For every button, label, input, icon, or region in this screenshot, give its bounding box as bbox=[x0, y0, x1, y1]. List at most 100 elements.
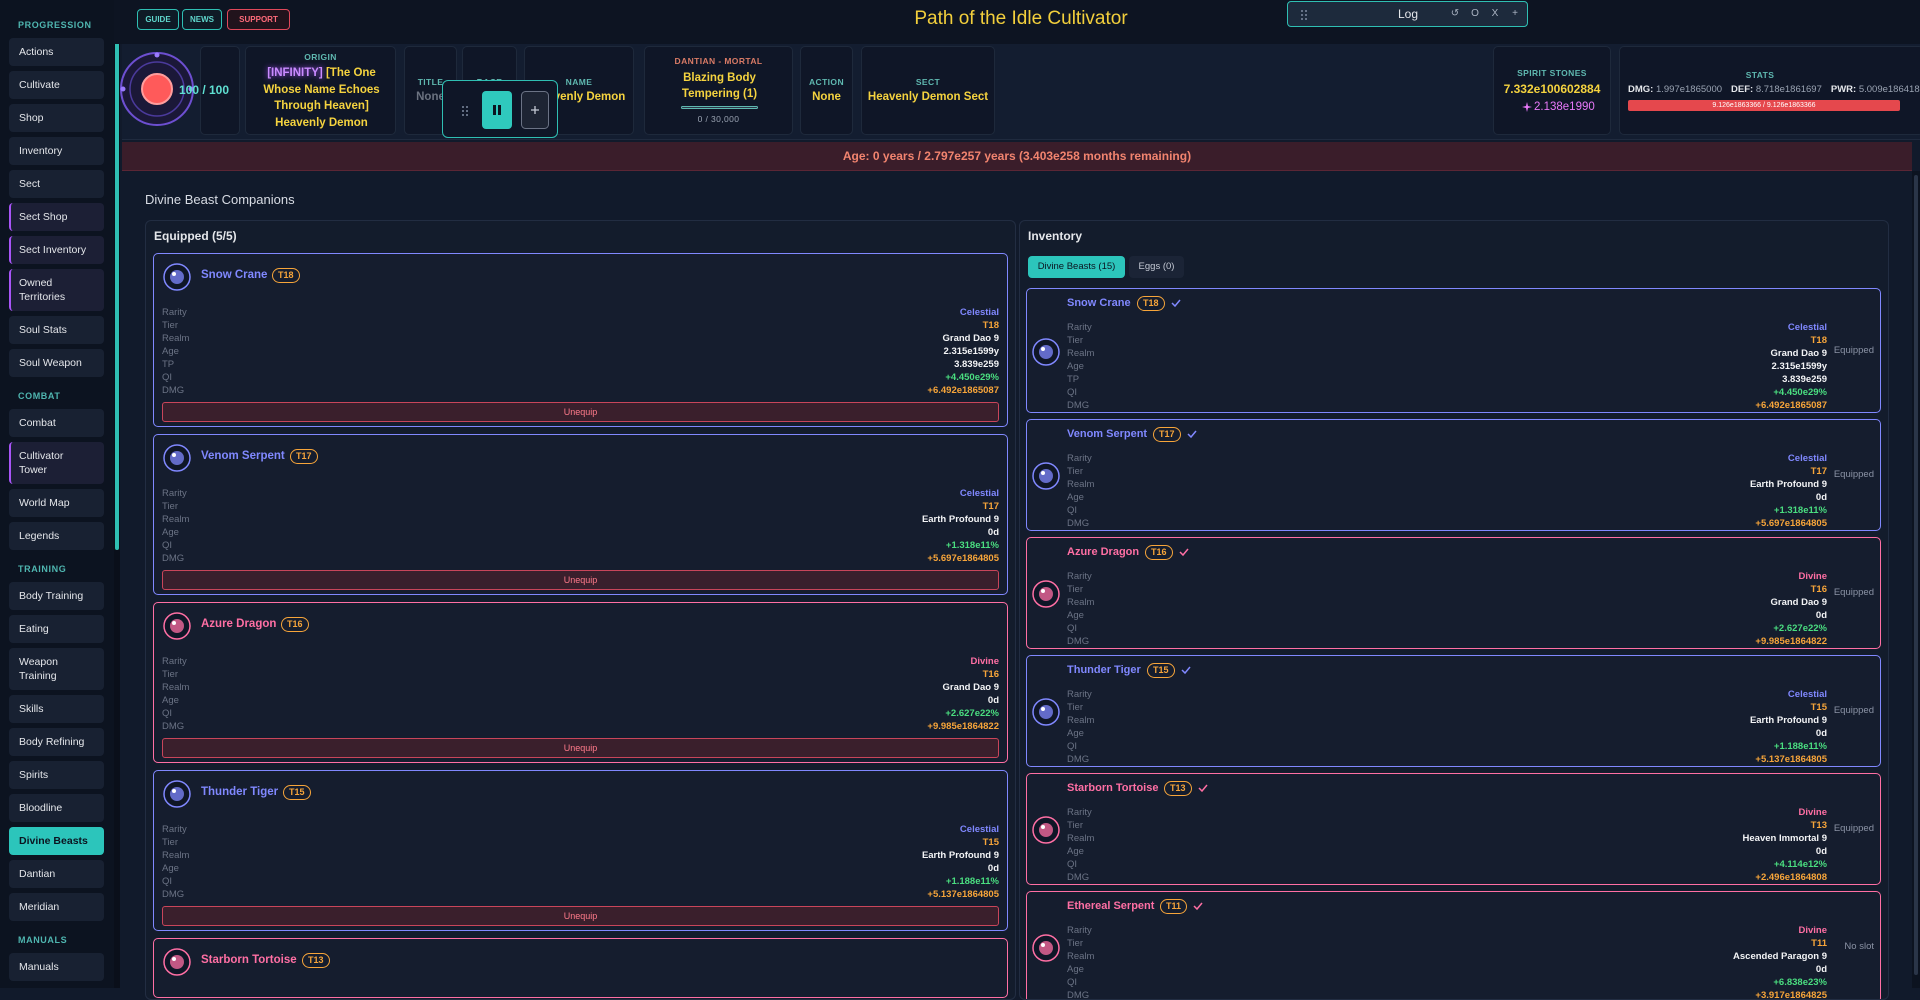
top-button[interactable]: NEWS bbox=[182, 9, 222, 30]
grip-icon[interactable] bbox=[461, 105, 469, 117]
stat-value: T13 bbox=[1810, 820, 1827, 831]
sidebar-item[interactable]: Legends bbox=[9, 522, 104, 550]
stat-value: Divine bbox=[970, 656, 999, 667]
beast-name: Thunder Tiger bbox=[1067, 664, 1141, 676]
sidebar-item[interactable]: Weapon Training bbox=[9, 648, 104, 690]
stat-label: DMG bbox=[1067, 400, 1090, 411]
inventory-beast-card[interactable]: Venom Serpent T17 Rarity Celestial Tier T17 Re… bbox=[1026, 419, 1881, 531]
log-control[interactable]: O bbox=[1471, 8, 1479, 19]
stat-value: Grand Dao 9 bbox=[942, 333, 1000, 344]
origin-value: [INFINITY] [The One Whose Name Echoes Th… bbox=[254, 65, 389, 131]
inventory-beast-card[interactable]: Ethereal Serpent T11 Rarity Divine Tier T11 Re… bbox=[1026, 891, 1881, 999]
log-control[interactable]: X bbox=[1491, 8, 1499, 19]
stat-value: +4.450e29% bbox=[945, 372, 999, 383]
sidebar-item[interactable]: Manuals bbox=[9, 953, 104, 981]
stat-row: Realm Earth Profound 9 bbox=[1067, 714, 1827, 727]
sidebar-item[interactable]: Dantian bbox=[9, 860, 104, 888]
stat-row: Realm Grand Dao 9 bbox=[1067, 347, 1827, 360]
stat-row: Tier T17 bbox=[162, 500, 999, 513]
sidebar-item[interactable]: Meridian bbox=[9, 893, 104, 921]
stat-value: 0d bbox=[987, 863, 999, 874]
inventory-tab[interactable]: Eggs (0) bbox=[1129, 256, 1184, 278]
sidebar-item[interactable]: Cultivator Tower bbox=[9, 442, 104, 484]
log-control[interactable]: ↺ bbox=[1450, 8, 1460, 19]
stat-row: QI +2.627e22% bbox=[1067, 622, 1827, 635]
stats-bar: 9.126e1863366 / 9.126e1863366 bbox=[1628, 100, 1900, 111]
sidebar-item[interactable]: Sect bbox=[9, 170, 104, 198]
sidebar-item[interactable]: Inventory bbox=[9, 137, 104, 165]
sidebar-item[interactable]: Skills bbox=[9, 695, 104, 723]
stat-label: Tier bbox=[1067, 938, 1084, 949]
stat-value: Earth Profound 9 bbox=[921, 850, 999, 861]
stat-value: T15 bbox=[982, 837, 999, 848]
sidebar-item[interactable]: Owned Territories bbox=[9, 269, 104, 311]
stat-value: +1.318e11% bbox=[1773, 505, 1827, 516]
check-icon bbox=[1198, 784, 1208, 793]
sidebar-item[interactable]: Bloodline bbox=[9, 794, 104, 822]
log-control[interactable]: + bbox=[1512, 8, 1518, 19]
stat-label: TP bbox=[162, 359, 175, 370]
sidebar-item[interactable]: World Map bbox=[9, 489, 104, 517]
sidebar-item[interactable]: Spirits bbox=[9, 761, 104, 789]
sidebar-item[interactable]: Sect Inventory bbox=[9, 236, 104, 264]
unequip-button[interactable]: Unequip bbox=[162, 570, 999, 590]
stat-label: Realm bbox=[162, 682, 190, 693]
tier-badge: T13 bbox=[302, 953, 330, 968]
sidebar-item[interactable]: Body Refining bbox=[9, 728, 104, 756]
sidebar-item[interactable]: Shop bbox=[9, 104, 104, 132]
stat-row: QI +4.450e29% bbox=[162, 371, 999, 384]
sidebar: PROGRESSION Actions Cultivate Shop Inventory… bbox=[0, 0, 114, 988]
sidebar-item[interactable]: Actions bbox=[9, 38, 104, 66]
unequip-button[interactable]: Unequip bbox=[162, 738, 999, 758]
unequip-button[interactable]: Unequip bbox=[162, 402, 999, 422]
pause-button[interactable] bbox=[482, 91, 512, 129]
sparkle-icon bbox=[1522, 102, 1532, 112]
add-button[interactable] bbox=[521, 91, 549, 129]
inventory-tab[interactable]: Divine Beasts (15) bbox=[1028, 256, 1125, 278]
inventory-beast-card[interactable]: Snow Crane T18 Rarity Celestial Tier T18 Realm… bbox=[1026, 288, 1881, 413]
stat-label: Tier bbox=[1067, 820, 1084, 831]
stat-value: +2.627e22% bbox=[945, 708, 999, 719]
sidebar-item[interactable]: Combat bbox=[9, 409, 104, 437]
beast-name: Snow Crane bbox=[1067, 297, 1131, 309]
inventory-beast-card[interactable]: Thunder Tiger T15 Rarity Celestial Tier T15 Re… bbox=[1026, 655, 1881, 767]
stat-value: T15 bbox=[1810, 702, 1827, 713]
stat-row: Tier T18 bbox=[162, 319, 999, 332]
main-scrollbar bbox=[1912, 171, 1920, 988]
stats-label: STATS bbox=[1745, 70, 1775, 80]
stat-label: Age bbox=[1067, 610, 1084, 621]
stat-label: Rarity bbox=[162, 488, 187, 499]
dantian-progress: 0 / 30,000 bbox=[697, 114, 740, 124]
inventory-beast-card[interactable]: Starborn Tortoise T13 Rarity Divine Tier T13 R… bbox=[1026, 773, 1881, 885]
stat-value: +1.188e11% bbox=[945, 876, 999, 887]
stat-value: 8.718e1861697 bbox=[1755, 84, 1822, 95]
sidebar-item[interactable]: Eating bbox=[9, 615, 104, 643]
sidebar-item[interactable]: Body Training bbox=[9, 582, 104, 610]
health-value: 100 / 100 bbox=[178, 83, 230, 97]
dantian-card: DANTIAN - MORTAL Blazing Body Tempering … bbox=[644, 46, 793, 135]
stat-label: Realm bbox=[162, 514, 190, 525]
stat-value: T16 bbox=[1810, 584, 1827, 595]
log-panel[interactable]: Log ↺ O X + bbox=[1287, 1, 1528, 27]
sidebar-item[interactable]: Cultivate bbox=[9, 71, 104, 99]
top-button[interactable]: SUPPORT bbox=[227, 9, 290, 30]
sidebar-item[interactable]: Soul Stats bbox=[9, 316, 104, 344]
stat-label: Realm bbox=[1067, 951, 1095, 962]
sect-label: SECT bbox=[915, 77, 941, 87]
beast-card: Azure Dragon T16 Rarity Divine Tier T16 Realm G… bbox=[153, 602, 1008, 763]
stat-row: Realm Earth Profound 9 bbox=[162, 849, 999, 862]
stat-value: +4.450e29% bbox=[1773, 387, 1827, 398]
stat-row: Rarity Celestial bbox=[162, 487, 999, 500]
origin-text: [The One Whose Name Echoes Through Heave… bbox=[263, 67, 380, 129]
sidebar-item[interactable]: Divine Beasts bbox=[9, 827, 104, 855]
top-button[interactable]: GUIDE bbox=[137, 9, 179, 30]
sidebar-item[interactable]: Sect Shop bbox=[9, 203, 104, 231]
sidebar-item[interactable]: Soul Weapon bbox=[9, 349, 104, 377]
sidebar-section-title: TRAINING bbox=[18, 564, 67, 574]
stat-row: Age 2.315e1599y bbox=[162, 345, 999, 358]
inventory-beast-card[interactable]: Azure Dragon T16 Rarity Divine Tier T16 Realm G… bbox=[1026, 537, 1881, 649]
unequip-button[interactable]: Unequip bbox=[162, 906, 999, 926]
stat-label: Age bbox=[1067, 361, 1084, 372]
